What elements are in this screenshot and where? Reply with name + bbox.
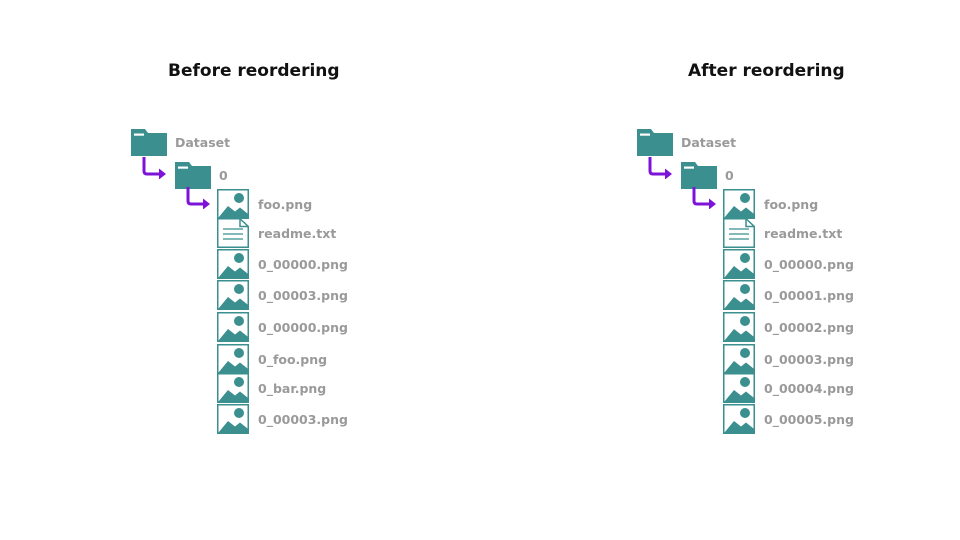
document-icon [217, 218, 249, 248]
file-name: readme.txt [258, 225, 337, 241]
image-icon [217, 280, 249, 310]
file-name: foo.png [258, 196, 313, 212]
file-name: 0_00003.png [258, 287, 348, 303]
file-item[interactable]: 0_bar.png [217, 373, 326, 403]
subfolder-label: 0 [725, 167, 734, 183]
folder-icon [131, 128, 167, 156]
file-name: foo.png [764, 196, 819, 212]
file-item[interactable]: 0_00004.png [723, 373, 854, 403]
file-name: 0_00002.png [764, 319, 854, 335]
file-name: 0_bar.png [258, 380, 327, 396]
image-icon [723, 189, 755, 219]
before-title: Before reordering [168, 61, 340, 81]
subfolder[interactable]: 0 [175, 160, 228, 190]
root-folder[interactable]: Dataset [131, 127, 230, 157]
folder-icon [637, 128, 673, 156]
after-panel: Dataset 0 foo.png readme.txt 0_00000.png 0_… [506, 0, 906, 540]
file-name: 0_00003.png [764, 351, 854, 367]
file-name: 0_00000.png [258, 256, 348, 272]
subfolder-label: 0 [219, 167, 228, 183]
tree-arrow-icon [692, 187, 716, 209]
tree-arrow-icon [186, 187, 210, 209]
file-name: readme.txt [764, 225, 843, 241]
image-icon [723, 344, 755, 374]
file-item[interactable]: foo.png [723, 189, 818, 219]
image-icon [723, 373, 755, 403]
file-item[interactable]: 0_00001.png [723, 280, 854, 310]
image-icon [217, 189, 249, 219]
file-item[interactable]: 0_00005.png [723, 404, 854, 434]
tree-arrow-icon [648, 157, 672, 179]
file-name: 0_00003.png [258, 411, 348, 427]
image-icon [217, 312, 249, 342]
file-item[interactable]: 0_foo.png [217, 344, 327, 374]
before-panel: Dataset 0 foo.png readme.txt 0_00000.png 0_… [0, 0, 400, 540]
file-item[interactable]: 0_00003.png [723, 344, 854, 374]
file-item[interactable]: readme.txt [723, 218, 842, 248]
file-name: 0_00000.png [258, 319, 348, 335]
subfolder[interactable]: 0 [681, 160, 734, 190]
folder-icon [681, 161, 717, 189]
root-folder[interactable]: Dataset [637, 127, 736, 157]
image-icon [723, 280, 755, 310]
file-item[interactable]: 0_00003.png [217, 404, 348, 434]
file-item[interactable]: 0_00003.png [217, 280, 348, 310]
file-item[interactable]: 0_00000.png [217, 312, 348, 342]
file-name: 0_00000.png [764, 256, 854, 272]
image-icon [723, 312, 755, 342]
image-icon [217, 249, 249, 279]
image-icon [217, 373, 249, 403]
file-item[interactable]: 0_00000.png [217, 249, 348, 279]
file-name: 0_foo.png [258, 351, 328, 367]
file-name: 0_00005.png [764, 411, 854, 427]
root-folder-label: Dataset [175, 134, 231, 150]
file-item[interactable]: readme.txt [217, 218, 336, 248]
file-item[interactable]: 0_00002.png [723, 312, 854, 342]
image-icon [723, 249, 755, 279]
tree-arrow-icon [142, 157, 166, 179]
after-title: After reordering [688, 61, 845, 81]
file-item[interactable]: foo.png [217, 189, 312, 219]
file-name: 0_00001.png [764, 287, 854, 303]
image-icon [217, 344, 249, 374]
image-icon [217, 404, 249, 434]
document-icon [723, 218, 755, 248]
folder-icon [175, 161, 211, 189]
image-icon [723, 404, 755, 434]
root-folder-label: Dataset [681, 134, 737, 150]
file-item[interactable]: 0_00000.png [723, 249, 854, 279]
file-name: 0_00004.png [764, 380, 854, 396]
